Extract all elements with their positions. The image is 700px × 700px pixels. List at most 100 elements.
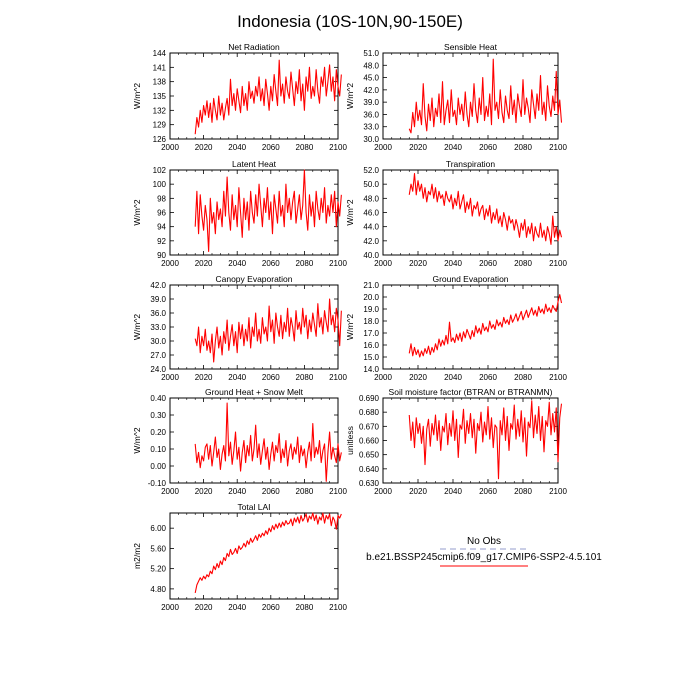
y-tick-label: 90 bbox=[157, 251, 166, 260]
y-tick-label: 30.0 bbox=[150, 337, 166, 346]
x-tick-label: 2020 bbox=[195, 143, 213, 152]
x-tick-label: 2040 bbox=[444, 487, 462, 496]
chart-panel-9: Total LAI m2/m2 2000 2020 2040 2060 2080 2100 4.… bbox=[132, 502, 347, 612]
y-tick-label: 5.20 bbox=[150, 565, 166, 574]
x-tick-label: 2000 bbox=[374, 259, 392, 268]
x-tick-label: 2100 bbox=[549, 373, 567, 382]
y-tick-label: 96 bbox=[157, 209, 166, 218]
x-tick-label: 2100 bbox=[329, 143, 347, 152]
chart-panel-2: Sensible Heat W/m^2 2000 2020 2040 2060 2080 21… bbox=[345, 42, 567, 152]
chart-panel-5: Canopy Evaporation W/m^2 2000 2020 2040 2060 2… bbox=[132, 274, 347, 382]
y-tick-label: 129 bbox=[153, 121, 167, 130]
x-tick-label: 2100 bbox=[329, 259, 347, 268]
y-axis-label: unitless bbox=[345, 426, 355, 455]
y-tick-label: 0.20 bbox=[150, 428, 166, 437]
y-tick-label: 102 bbox=[153, 166, 167, 175]
x-tick-label: 2000 bbox=[161, 373, 179, 382]
y-tick-label: 39.0 bbox=[150, 295, 166, 304]
series-line bbox=[408, 400, 563, 480]
series-line bbox=[194, 512, 342, 594]
x-tick-label: 2080 bbox=[296, 143, 314, 152]
y-tick-label: 144 bbox=[153, 49, 167, 58]
chart-panel-7: Ground Heat + Snow Melt W/m^2 2000 2020 2040… bbox=[132, 387, 347, 496]
x-tick-label: 2100 bbox=[549, 487, 567, 496]
x-tick-label: 2060 bbox=[479, 373, 497, 382]
legend-obs-label: No Obs bbox=[467, 536, 501, 547]
y-tick-label: 51.0 bbox=[363, 49, 379, 58]
chart-title: Ground Evaporation bbox=[432, 274, 508, 284]
x-tick-label: 2020 bbox=[409, 143, 427, 152]
chart-panel-3: Latent Heat W/m^2 2000 2020 2040 2060 2080 2100… bbox=[132, 159, 347, 268]
x-tick-label: 2080 bbox=[514, 259, 532, 268]
y-tick-label: 52.0 bbox=[363, 166, 379, 175]
x-tick-label: 2040 bbox=[228, 487, 246, 496]
series-line bbox=[194, 59, 342, 135]
x-tick-label: 2100 bbox=[329, 603, 347, 612]
y-tick-label: 92 bbox=[157, 237, 166, 246]
y-tick-label: 100 bbox=[153, 180, 167, 189]
y-tick-label: 14.0 bbox=[363, 365, 379, 374]
y-tick-label: 135 bbox=[153, 92, 167, 101]
x-tick-label: 2100 bbox=[549, 143, 567, 152]
chart-title: Sensible Heat bbox=[444, 42, 498, 52]
y-tick-label: 42.0 bbox=[363, 86, 379, 95]
x-tick-label: 2000 bbox=[161, 487, 179, 496]
x-tick-label: 2020 bbox=[409, 259, 427, 268]
x-tick-label: 2020 bbox=[409, 373, 427, 382]
series-line bbox=[408, 58, 563, 134]
x-tick-label: 2060 bbox=[479, 259, 497, 268]
y-tick-label: 0.630 bbox=[359, 479, 380, 488]
y-tick-label: 36.0 bbox=[150, 309, 166, 318]
y-tick-label: 50.0 bbox=[363, 180, 379, 189]
y-tick-label: 6.00 bbox=[150, 524, 166, 533]
x-tick-label: 2100 bbox=[549, 259, 567, 268]
y-tick-label: 0.640 bbox=[359, 465, 380, 474]
chart-title: Ground Heat + Snow Melt bbox=[205, 387, 304, 397]
y-tick-label: 46.0 bbox=[363, 209, 379, 218]
plot-frame bbox=[169, 52, 339, 140]
y-tick-label: 0.30 bbox=[150, 411, 166, 420]
plot-frame bbox=[169, 512, 339, 600]
x-tick-label: 2000 bbox=[374, 487, 392, 496]
y-axis-label: W/m^2 bbox=[132, 314, 142, 340]
y-tick-label: 0.680 bbox=[359, 408, 380, 417]
chart-panel-1: Net Radiation W/m^2 2000 2020 2040 2060 2080 21… bbox=[132, 42, 347, 152]
y-tick-label: 45.0 bbox=[363, 74, 379, 83]
y-tick-label: 16.0 bbox=[363, 341, 379, 350]
y-tick-label: 44.0 bbox=[363, 223, 379, 232]
plot-frame bbox=[169, 284, 339, 370]
y-axis-label: W/m^2 bbox=[345, 314, 355, 340]
y-tick-label: 19.0 bbox=[363, 305, 379, 314]
x-tick-label: 2100 bbox=[329, 487, 347, 496]
y-tick-label: 132 bbox=[153, 106, 167, 115]
y-tick-label: 0.660 bbox=[359, 437, 380, 446]
series-line bbox=[194, 169, 342, 253]
x-tick-label: 2080 bbox=[514, 373, 532, 382]
y-axis-label: W/m^2 bbox=[132, 83, 142, 109]
x-tick-label: 2060 bbox=[262, 373, 280, 382]
x-tick-label: 2060 bbox=[262, 603, 280, 612]
y-tick-label: 48.0 bbox=[363, 61, 379, 70]
y-tick-label: 138 bbox=[153, 78, 167, 87]
chart-title: Canopy Evaporation bbox=[215, 274, 292, 284]
y-tick-label: 0.40 bbox=[150, 394, 166, 403]
x-tick-label: 2040 bbox=[228, 373, 246, 382]
y-tick-label: 27.0 bbox=[150, 351, 166, 360]
x-tick-label: 2060 bbox=[262, 259, 280, 268]
plot-frame bbox=[382, 284, 559, 370]
x-tick-label: 2060 bbox=[479, 143, 497, 152]
y-tick-label: 0.670 bbox=[359, 422, 380, 431]
chart-title: Net Radiation bbox=[228, 42, 280, 52]
y-axis-label: W/m^2 bbox=[345, 199, 355, 225]
x-tick-label: 2020 bbox=[195, 373, 213, 382]
x-tick-label: 2020 bbox=[195, 487, 213, 496]
series-line bbox=[408, 294, 563, 358]
x-tick-label: 2080 bbox=[296, 603, 314, 612]
y-tick-label: 33.0 bbox=[363, 123, 379, 132]
y-tick-label: 33.0 bbox=[150, 323, 166, 332]
y-tick-label: 39.0 bbox=[363, 98, 379, 107]
legend: No Obs b.e21.BSSP245cmip6.f09_g17.CMIP6-… bbox=[366, 536, 602, 567]
x-tick-label: 2040 bbox=[444, 373, 462, 382]
y-tick-label: 36.0 bbox=[363, 110, 379, 119]
y-tick-label: 24.0 bbox=[150, 365, 166, 374]
